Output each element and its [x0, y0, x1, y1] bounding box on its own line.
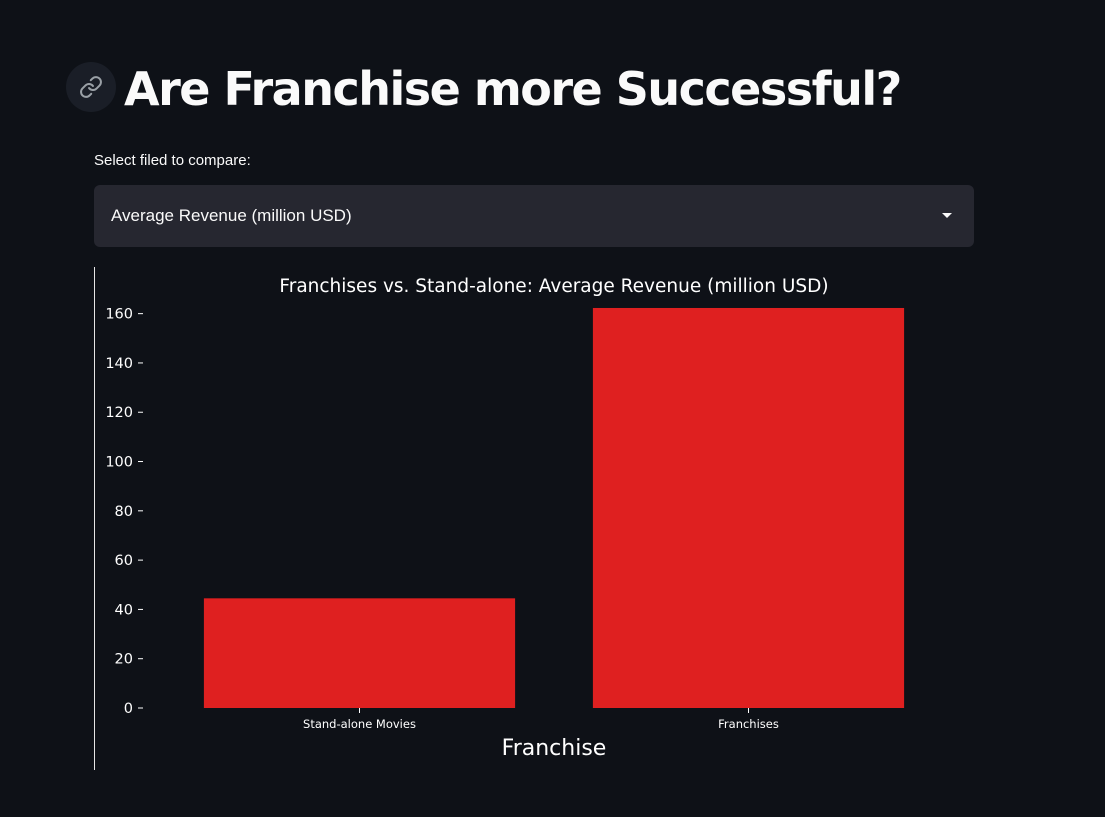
- x-tick-label: Franchises: [718, 717, 779, 731]
- x-axis-label: Franchise: [502, 736, 607, 761]
- bar-chart: Franchises vs. Stand-alone: Average Reve…: [105, 276, 905, 761]
- y-tick-label: 0: [124, 701, 133, 717]
- y-tick-label: 160: [105, 307, 133, 323]
- chevron-down-icon[interactable]: [942, 213, 952, 218]
- link-icon: [80, 76, 102, 98]
- y-tick-label: 40: [115, 602, 133, 618]
- bar-stand-alone-movies: [203, 598, 516, 708]
- chart-container: Franchises vs. Stand-alone: Average Reve…: [94, 267, 975, 770]
- field-select[interactable]: Average Revenue (million USD): [94, 185, 974, 247]
- y-tick-label: 20: [115, 652, 133, 668]
- bar-franchises: [592, 307, 905, 708]
- y-axis: 0 20 40 60 80 100 120 140 160: [105, 307, 143, 717]
- y-tick-label: 60: [115, 553, 133, 569]
- x-tick-label: Stand-alone Movies: [303, 717, 416, 731]
- chart-title: Franchises vs. Stand-alone: Average Reve…: [279, 276, 828, 297]
- bars: [203, 307, 905, 708]
- select-label: Select filed to compare:: [94, 152, 251, 169]
- y-tick-label: 140: [105, 356, 133, 372]
- page-title: Are Franchise more Successful?: [124, 62, 902, 116]
- y-tick-label: 120: [105, 405, 133, 421]
- x-axis: Stand-alone Movies Franchises: [303, 708, 779, 731]
- header-anchor-link[interactable]: [66, 62, 116, 112]
- select-value: Average Revenue (million USD): [111, 206, 352, 225]
- y-tick-label: 100: [105, 455, 133, 471]
- y-tick-label: 80: [115, 504, 133, 520]
